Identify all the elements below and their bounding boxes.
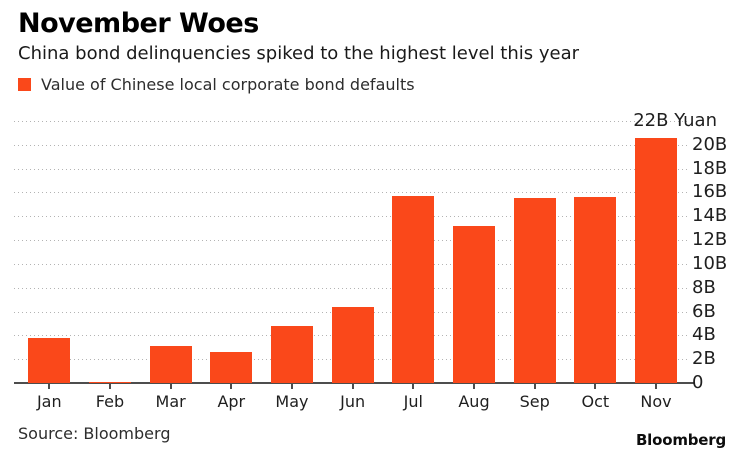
bar-jan xyxy=(28,337,71,383)
axis-tick xyxy=(351,383,354,389)
bar-mar xyxy=(149,346,192,383)
y-axis-label: 6B xyxy=(692,300,716,322)
x-axis-label: May xyxy=(275,392,309,411)
bar-oct xyxy=(574,197,617,383)
axis-tick xyxy=(412,383,415,389)
gridline xyxy=(14,216,688,218)
x-axis-label: Aug xyxy=(458,392,490,411)
y-axis-label: 10B xyxy=(692,252,728,274)
source-note: Source: Bloomberg xyxy=(18,424,171,443)
y-axis-label: 16B xyxy=(692,181,728,203)
gridline xyxy=(14,263,688,265)
y-axis-label: 14B xyxy=(692,205,728,227)
bar-sep xyxy=(513,198,556,383)
bar-apr xyxy=(210,352,253,383)
gridline xyxy=(14,168,688,170)
bar-jul xyxy=(392,196,435,383)
gridline xyxy=(14,121,688,122)
x-axis-label: Jan xyxy=(36,392,62,411)
gridline xyxy=(14,192,688,194)
bar-feb xyxy=(88,381,131,383)
axis-tick xyxy=(655,383,657,389)
y-axis-label: 12B xyxy=(692,229,728,251)
axis-tick xyxy=(290,383,293,389)
axis-tick xyxy=(230,383,233,389)
x-axis-label: Nov xyxy=(640,392,672,411)
y-axis-label: 4B xyxy=(692,324,716,346)
y-axis-label: 18B xyxy=(692,157,728,179)
bar-nov xyxy=(635,137,677,383)
plot-area: Jan Feb Mar Apr May Jun Jul Aug Sep Oct Nov xyxy=(14,121,695,411)
x-axis-label: Mar xyxy=(155,392,186,411)
bloomberg-logo: Bloomberg xyxy=(635,431,726,449)
chart-title: November Woes xyxy=(18,8,259,39)
chart-subtitle: China bond delinquencies spiked to the h… xyxy=(18,43,580,64)
x-axis-label: Apr xyxy=(217,392,246,411)
y-axis-label: 22B Yuan xyxy=(633,110,717,131)
gridline xyxy=(14,144,688,146)
bar-may xyxy=(270,325,313,383)
axis-tick xyxy=(169,383,172,389)
axis-tick xyxy=(108,383,111,389)
axis-tick xyxy=(48,383,51,389)
y-axis-label: 2B xyxy=(692,348,716,370)
x-axis-line xyxy=(14,382,695,384)
bar-aug xyxy=(452,225,495,383)
legend-swatch-icon xyxy=(18,78,31,91)
y-axis-label: 20B xyxy=(692,133,728,155)
gridline xyxy=(14,240,688,242)
x-axis-label: Jul xyxy=(403,392,423,411)
gridline xyxy=(14,287,688,289)
legend: Value of Chinese local corporate bond de… xyxy=(18,75,415,94)
x-axis-label: Sep xyxy=(519,392,550,411)
axis-tick xyxy=(472,383,475,389)
y-axis-label: 0 xyxy=(692,372,704,393)
x-axis-label: Feb xyxy=(95,392,125,411)
x-axis-label: Jun xyxy=(340,392,366,411)
bar-jun xyxy=(331,306,374,383)
axis-tick xyxy=(594,383,597,389)
axis-tick xyxy=(533,383,536,389)
legend-label: Value of Chinese local corporate bond de… xyxy=(41,75,415,94)
y-axis-label: 8B xyxy=(692,276,716,298)
x-axis-label: Oct xyxy=(581,392,610,411)
